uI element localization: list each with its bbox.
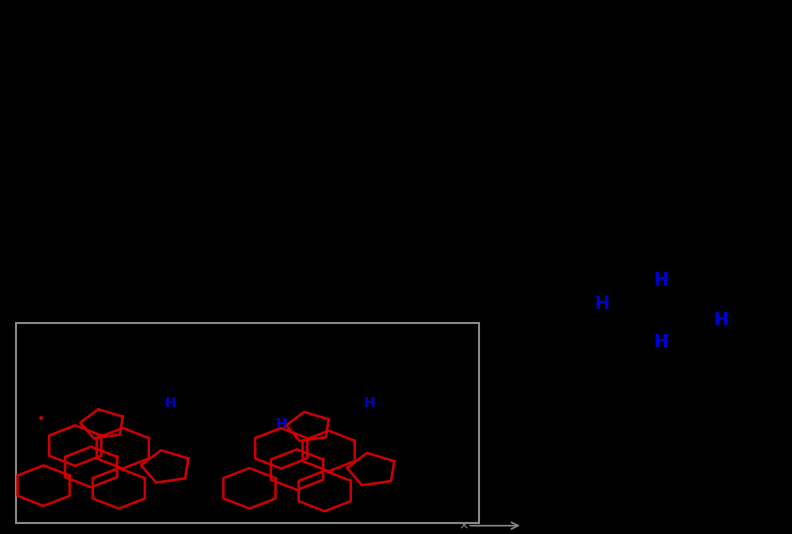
Text: H: H bbox=[276, 417, 287, 431]
Text: H: H bbox=[165, 396, 176, 410]
Text: ×: × bbox=[458, 519, 469, 532]
Text: H: H bbox=[714, 311, 728, 329]
Text: H: H bbox=[364, 396, 375, 410]
Text: H: H bbox=[595, 295, 609, 313]
Bar bbox=[16, 323, 479, 523]
Text: H: H bbox=[654, 271, 668, 289]
Text: •: • bbox=[37, 412, 45, 426]
Text: H: H bbox=[654, 333, 668, 350]
